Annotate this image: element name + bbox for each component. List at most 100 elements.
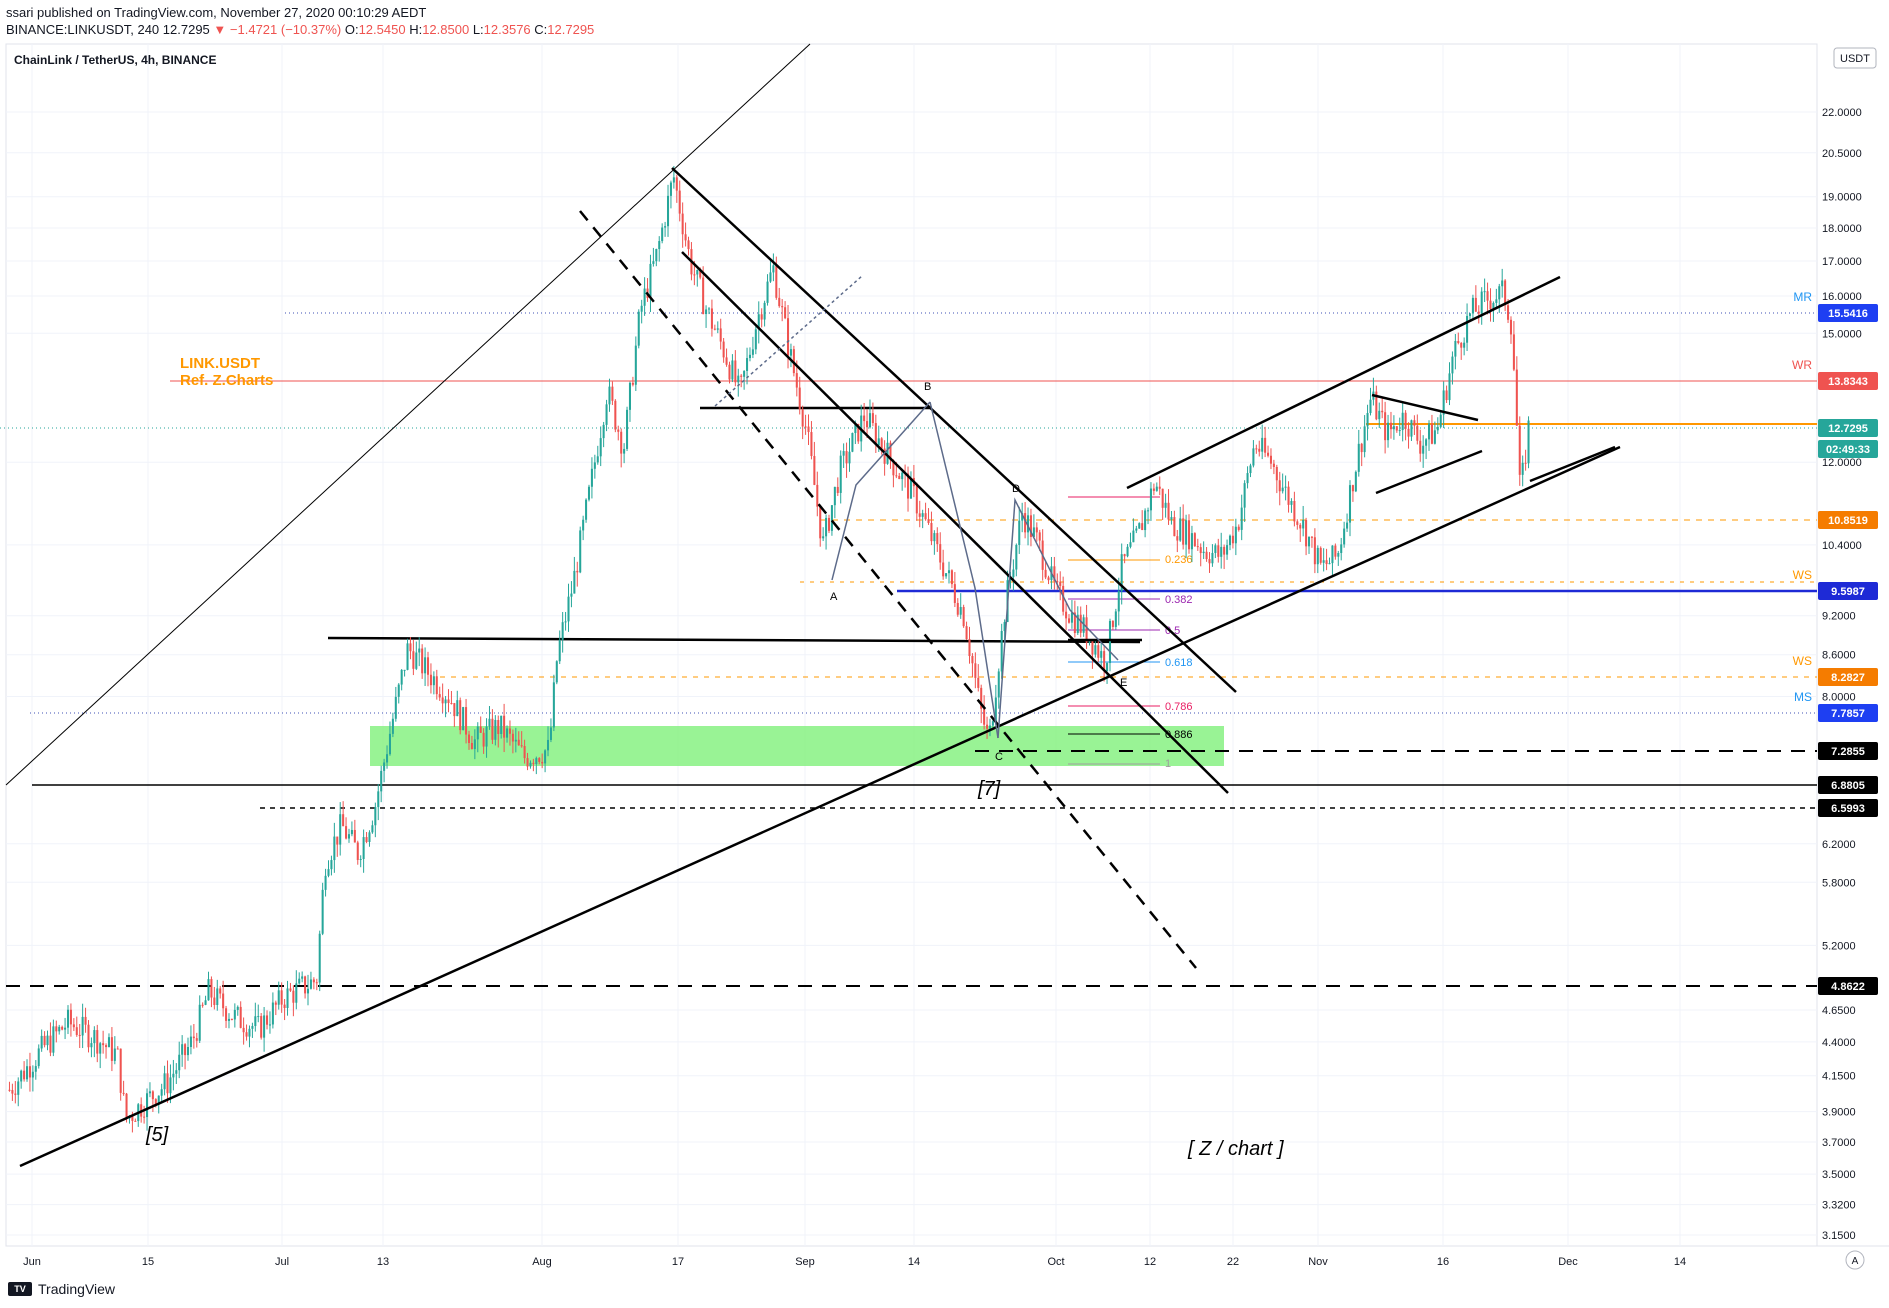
candle-body	[301, 976, 304, 979]
candle-body	[830, 505, 833, 531]
candle-body	[1477, 311, 1480, 314]
candle-body	[456, 700, 459, 717]
candle-body	[1474, 297, 1477, 312]
candle-body	[590, 468, 593, 487]
price-tag-value: 12.7295	[1828, 423, 1868, 435]
candle-body	[274, 1002, 277, 1005]
candle-body	[631, 382, 634, 385]
candle-body	[1290, 501, 1293, 505]
candle-body	[1518, 425, 1521, 475]
y-tick-label: 19.0000	[1822, 192, 1862, 204]
candle-body	[280, 990, 283, 1005]
candle-body	[34, 1066, 37, 1072]
candle-body	[1091, 639, 1094, 655]
price-tag	[1818, 582, 1878, 600]
candle-body	[942, 562, 945, 577]
candle-body	[1346, 522, 1349, 529]
candle-body	[611, 386, 614, 401]
candle-body	[1457, 341, 1460, 344]
candle-body	[816, 484, 819, 507]
candle-body	[78, 1034, 81, 1036]
candle-body	[424, 657, 427, 674]
candle-body	[1378, 410, 1381, 420]
candle-body	[1430, 423, 1433, 444]
candle-body	[623, 448, 626, 454]
candle-body	[567, 596, 570, 622]
candle-body	[1319, 547, 1322, 563]
candle-body	[1272, 463, 1275, 467]
candle-body	[143, 1116, 146, 1118]
candle-body	[1024, 513, 1027, 533]
candle-body	[1407, 428, 1410, 437]
currency-badge[interactable]	[1833, 47, 1877, 69]
high-value: 12.8500	[422, 22, 470, 37]
ohlc-line: BINANCE:LINKUSDT, 240 12.7295 ▼ −1.4721 …	[6, 21, 1876, 38]
candle-body	[304, 976, 307, 994]
candle-body	[391, 718, 394, 734]
candle-body	[789, 349, 792, 356]
open-label: O:	[344, 22, 359, 37]
candle-body	[1246, 473, 1249, 484]
candle-body	[58, 1026, 61, 1032]
candle-body	[1070, 612, 1073, 623]
candle-body	[1108, 620, 1112, 664]
candle-body	[1398, 430, 1401, 432]
candle-body	[564, 621, 567, 623]
candle-body	[573, 570, 576, 594]
candle-body	[459, 700, 462, 731]
candle-body	[359, 858, 362, 860]
x-tick-label: 22	[1227, 1256, 1239, 1268]
candle-body	[251, 1026, 254, 1029]
candle-body	[271, 1002, 274, 1025]
candle-body	[216, 988, 219, 1005]
candle-body	[1325, 560, 1328, 565]
y-tick-label: 22.0000	[1822, 107, 1862, 119]
candle-body	[1205, 551, 1208, 560]
price-axis[interactable]: 22.0000 20.5000 19.0000 18.0000 17.0000 16.00…	[1822, 107, 1862, 1242]
candle-body	[1316, 547, 1319, 565]
candle-body	[412, 651, 415, 669]
candle-body	[909, 477, 912, 499]
candle-body	[1299, 524, 1302, 529]
candle-body	[1366, 413, 1369, 427]
candle-body	[1340, 544, 1343, 554]
candle-body	[751, 349, 754, 355]
y-tick-label: 3.3200	[1822, 1200, 1856, 1212]
candle-body	[1483, 291, 1486, 293]
candle-body	[207, 979, 210, 1001]
candle-body	[626, 409, 629, 449]
candle-body	[915, 486, 918, 514]
candle-body	[1106, 663, 1109, 672]
candle-body	[921, 513, 924, 517]
candle-body	[1208, 559, 1211, 564]
candle-body	[441, 697, 444, 704]
y-tick-label: 3.5000	[1822, 1169, 1856, 1181]
candle-body	[652, 261, 655, 264]
plot-area[interactable]	[5, 43, 1818, 1247]
candle-body	[1132, 530, 1135, 543]
candle-body	[1401, 412, 1404, 431]
candle-body	[1267, 452, 1270, 456]
candle-body	[784, 307, 787, 319]
candle-body	[1521, 462, 1524, 475]
candle-body	[330, 860, 333, 870]
candle-body	[1460, 343, 1463, 348]
candle-body	[184, 1044, 187, 1056]
candle-body	[213, 997, 216, 1005]
candle-body	[637, 311, 640, 346]
candle-body	[1275, 466, 1278, 481]
candle-body	[991, 721, 994, 726]
candle-body	[807, 426, 810, 433]
candle-body	[945, 573, 948, 577]
auto-scale-label: A	[1852, 1256, 1859, 1267]
price-tag	[1818, 372, 1878, 390]
long-diagonal-line	[5, 43, 811, 786]
time-axis[interactable]: Jun 15 Jul 13 Aug 17 Sep 14 Oct 12 22 Nov 16 Dec 14	[23, 1256, 1686, 1268]
candle-body	[1252, 448, 1255, 466]
candle-body	[804, 426, 807, 428]
candle-body	[980, 687, 983, 709]
flag-upper-line	[1371, 393, 1479, 422]
candle-body	[1381, 410, 1384, 413]
auto-scale-button[interactable]	[1845, 1250, 1865, 1270]
